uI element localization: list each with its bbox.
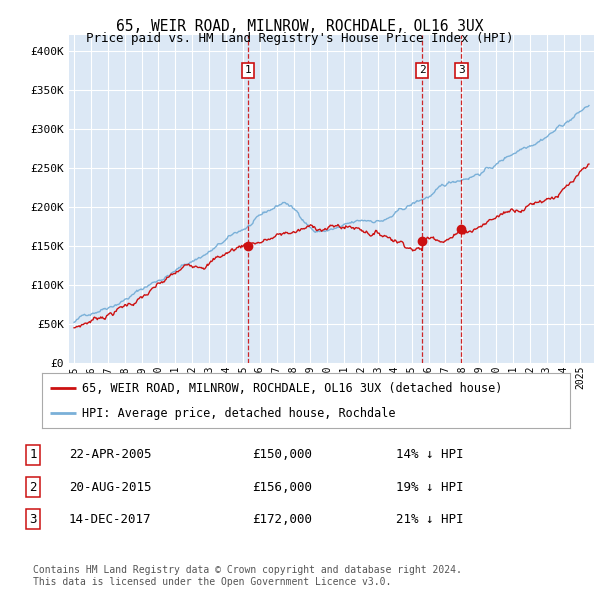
- Text: 65, WEIR ROAD, MILNROW, ROCHDALE, OL16 3UX: 65, WEIR ROAD, MILNROW, ROCHDALE, OL16 3…: [116, 19, 484, 34]
- Text: £172,000: £172,000: [252, 513, 312, 526]
- Text: 19% ↓ HPI: 19% ↓ HPI: [396, 480, 464, 494]
- Text: Contains HM Land Registry data © Crown copyright and database right 2024.
This d: Contains HM Land Registry data © Crown c…: [33, 565, 462, 587]
- Text: HPI: Average price, detached house, Rochdale: HPI: Average price, detached house, Roch…: [82, 407, 395, 419]
- Text: 3: 3: [458, 65, 465, 76]
- Text: 14-DEC-2017: 14-DEC-2017: [69, 513, 151, 526]
- Text: 3: 3: [29, 513, 37, 526]
- Text: £156,000: £156,000: [252, 480, 312, 494]
- Text: 2: 2: [29, 480, 37, 494]
- Text: 1: 1: [29, 448, 37, 461]
- Text: 22-APR-2005: 22-APR-2005: [69, 448, 151, 461]
- Text: 2: 2: [419, 65, 425, 76]
- Text: 20-AUG-2015: 20-AUG-2015: [69, 480, 151, 494]
- Text: £150,000: £150,000: [252, 448, 312, 461]
- Text: 21% ↓ HPI: 21% ↓ HPI: [396, 513, 464, 526]
- Text: 65, WEIR ROAD, MILNROW, ROCHDALE, OL16 3UX (detached house): 65, WEIR ROAD, MILNROW, ROCHDALE, OL16 3…: [82, 382, 502, 395]
- Text: 14% ↓ HPI: 14% ↓ HPI: [396, 448, 464, 461]
- Text: Price paid vs. HM Land Registry's House Price Index (HPI): Price paid vs. HM Land Registry's House …: [86, 32, 514, 45]
- Text: 1: 1: [245, 65, 251, 76]
